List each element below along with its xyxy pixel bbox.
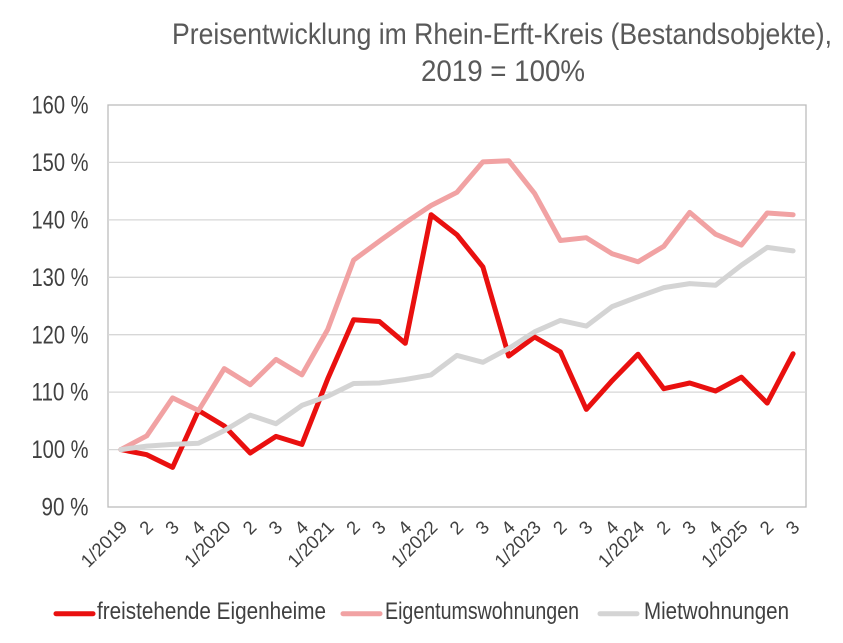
svg-text:150 %: 150 % (32, 149, 89, 177)
svg-text:2: 2 (755, 516, 777, 538)
svg-text:2: 2 (342, 516, 364, 538)
svg-text:2019 = 100%: 2019 = 100% (421, 55, 585, 88)
svg-text:3: 3 (678, 516, 700, 538)
svg-text:90 %: 90 % (42, 494, 89, 522)
svg-text:3: 3 (574, 516, 596, 538)
svg-text:2: 2 (238, 516, 260, 538)
svg-text:1/2019: 1/2019 (76, 516, 131, 571)
svg-text:2: 2 (652, 516, 674, 538)
svg-text:110 %: 110 % (32, 379, 89, 407)
svg-text:2: 2 (549, 516, 571, 538)
svg-text:2: 2 (135, 516, 157, 538)
svg-text:3: 3 (161, 516, 183, 538)
svg-text:140 %: 140 % (32, 207, 89, 235)
svg-text:130 %: 130 % (32, 264, 89, 292)
svg-text:120 %: 120 % (32, 321, 89, 349)
svg-text:3: 3 (368, 516, 390, 538)
svg-text:Mietwohnungen: Mietwohnungen (644, 598, 789, 625)
svg-text:3: 3 (264, 516, 286, 538)
svg-text:Eigentumswohnungen: Eigentumswohnungen (385, 598, 579, 625)
svg-text:3: 3 (471, 516, 493, 538)
svg-text:100 %: 100 % (32, 436, 89, 464)
svg-text:3: 3 (781, 516, 803, 538)
svg-text:Preisentwicklung im Rhein-Erft: Preisentwicklung im Rhein-Erft-Kreis (Be… (172, 18, 832, 51)
svg-text:freistehende Eigenheime: freistehende Eigenheime (97, 598, 326, 625)
svg-text:2: 2 (445, 516, 467, 538)
svg-text:160 %: 160 % (32, 92, 89, 120)
